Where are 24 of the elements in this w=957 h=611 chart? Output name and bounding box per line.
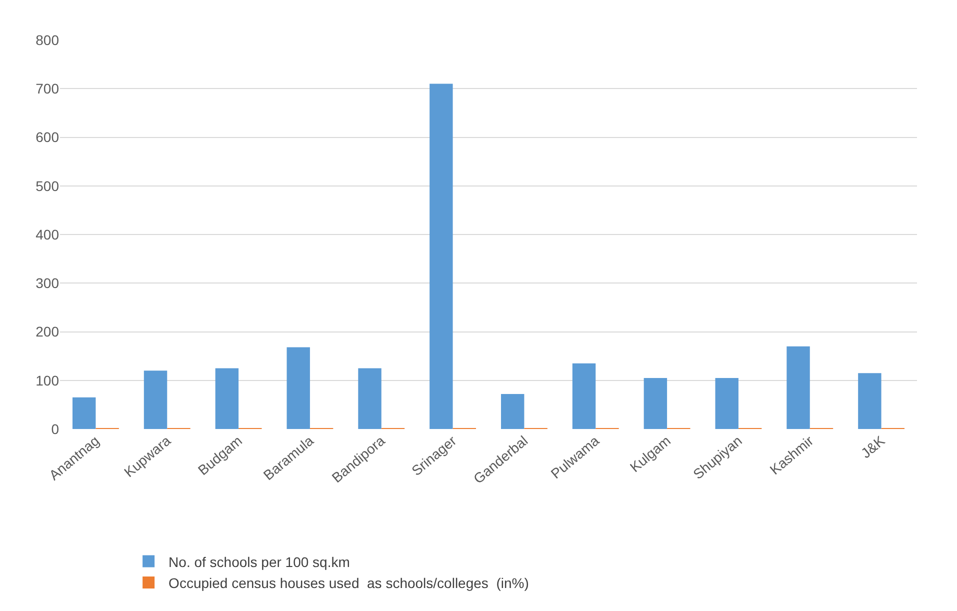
bar xyxy=(144,370,168,429)
bar xyxy=(858,373,882,429)
bar xyxy=(430,84,453,429)
y-tick-label: 0 xyxy=(51,420,60,437)
y-tick-label: 400 xyxy=(36,226,60,242)
legend-label: Occupied census houses used as schools/colleges (in%) xyxy=(168,574,529,591)
y-tick-label: 500 xyxy=(36,178,60,194)
legend-label: No. of schools per 100 sq.km xyxy=(168,554,350,570)
y-tick-label: 700 xyxy=(36,80,60,97)
x-tick-label: J&K xyxy=(858,432,888,462)
bar xyxy=(501,394,524,429)
bar xyxy=(644,378,668,429)
bar xyxy=(786,346,810,429)
bar xyxy=(715,378,738,429)
y-tick-label: 200 xyxy=(36,324,60,340)
y-tick-label: 100 xyxy=(36,372,60,388)
bar xyxy=(572,363,596,429)
y-tick-label: 800 xyxy=(36,32,60,48)
bar xyxy=(215,368,239,429)
bar xyxy=(286,347,310,429)
y-tick-label: 300 xyxy=(36,275,60,292)
bar xyxy=(358,368,382,429)
y-tick-label: 600 xyxy=(36,129,60,146)
bar xyxy=(72,397,96,429)
